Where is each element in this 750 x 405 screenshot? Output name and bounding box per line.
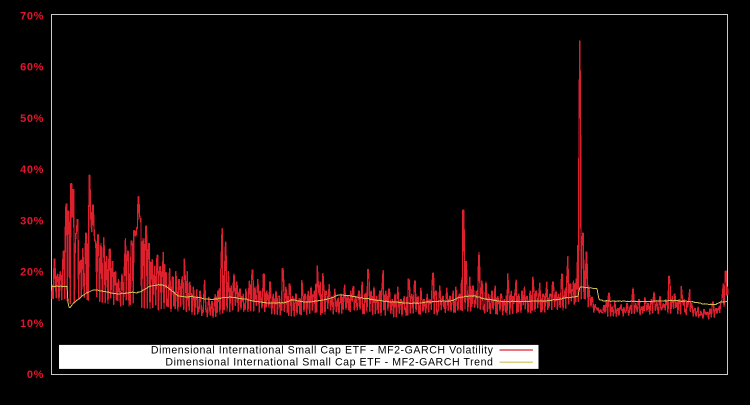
svg-text:10%: 10% [20, 318, 44, 330]
svg-text:0%: 0% [27, 369, 44, 381]
svg-text:Dimensional International Smal: Dimensional International Small Cap ETF … [165, 357, 493, 369]
svg-text:50%: 50% [20, 113, 44, 125]
svg-text:30%: 30% [20, 215, 44, 227]
svg-text:40%: 40% [20, 164, 44, 176]
svg-text:60%: 60% [20, 62, 44, 74]
svg-text:70%: 70% [20, 10, 44, 22]
svg-text:20%: 20% [20, 267, 44, 279]
svg-text:Dimensional International Smal: Dimensional International Small Cap ETF … [151, 345, 494, 357]
